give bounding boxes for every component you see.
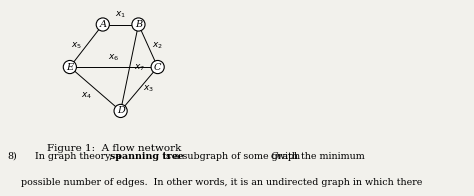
Circle shape [132, 18, 145, 31]
Text: C: C [154, 63, 162, 72]
Text: 8): 8) [7, 152, 17, 161]
Text: E: E [66, 63, 73, 72]
Circle shape [151, 60, 164, 74]
Text: $x_2$: $x_2$ [152, 41, 163, 51]
Text: $x_1$: $x_1$ [115, 10, 126, 20]
Text: with the minimum: with the minimum [274, 152, 365, 161]
Circle shape [96, 18, 109, 31]
Text: A: A [99, 20, 106, 29]
Text: is a subgraph of some graph: is a subgraph of some graph [160, 152, 303, 161]
Text: $x_5$: $x_5$ [71, 41, 82, 51]
Circle shape [114, 104, 127, 118]
Text: B: B [135, 20, 142, 29]
Circle shape [63, 60, 76, 74]
Text: possible number of edges.  In other words, it is an undirected graph in which th: possible number of edges. In other words… [21, 178, 423, 187]
Text: Figure 1:  A flow network: Figure 1: A flow network [46, 144, 181, 153]
Text: G: G [271, 152, 278, 161]
Text: $x_3$: $x_3$ [143, 84, 154, 94]
Text: $x_7$: $x_7$ [134, 63, 145, 73]
Text: D: D [117, 106, 125, 115]
Text: $x_6$: $x_6$ [108, 52, 119, 63]
Text: In graph theory, a: In graph theory, a [29, 152, 124, 161]
Text: $x_4$: $x_4$ [82, 91, 92, 101]
Text: spanning tree: spanning tree [110, 152, 183, 161]
